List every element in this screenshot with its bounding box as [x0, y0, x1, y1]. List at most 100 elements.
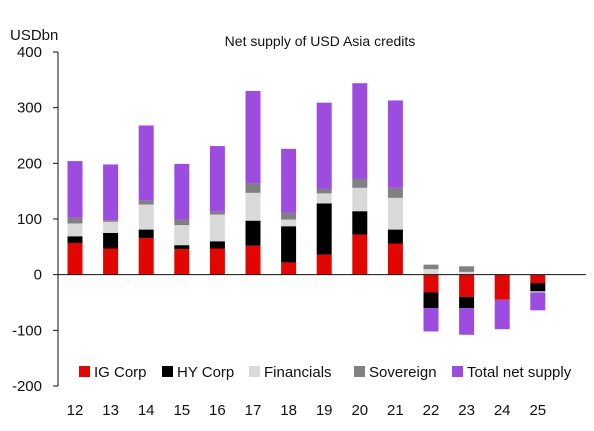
bar-segment-financials [281, 219, 297, 227]
legend-label: Sovereign [369, 364, 437, 381]
legend-label: IG Corp [94, 364, 147, 381]
legend-item-financials: Financials [249, 364, 332, 381]
bar-segment-hy-corp [245, 220, 261, 246]
bar-segment-ig-corp [494, 274, 510, 300]
bars [67, 83, 546, 335]
bar-segment-hy-corp [67, 236, 83, 243]
bar-segment-hy-corp [281, 226, 297, 263]
bar-segment-total-net-supply [387, 100, 403, 188]
legend-swatch [162, 366, 173, 377]
bar-segment-sovereign [459, 266, 475, 272]
bar-segment-total-net-supply [174, 163, 190, 220]
legend-label: Financials [264, 364, 332, 381]
x-tick-label: 18 [280, 402, 297, 419]
y-tick-label: -100 [12, 322, 42, 339]
bar-segment-financials [423, 269, 439, 275]
y-tick-label: 100 [17, 211, 42, 228]
bar-segment-sovereign [245, 183, 261, 193]
bar-segment-sovereign [103, 220, 119, 222]
bar-segment-financials [174, 225, 190, 246]
bar-segment-financials [530, 291, 546, 293]
bar-segment-sovereign [387, 187, 403, 198]
x-tick-label: 16 [209, 402, 226, 419]
bar-segment-sovereign [316, 188, 332, 194]
bar-segment-ig-corp [138, 237, 154, 275]
bar-segment-total-net-supply [352, 83, 368, 179]
bar-segment-ig-corp [530, 274, 546, 284]
x-tick-label: 24 [494, 402, 511, 419]
bar-segment-financials [103, 221, 119, 233]
bar-segment-sovereign [281, 212, 297, 220]
bar-segment-total-net-supply [281, 148, 297, 213]
y-tick-label: 0 [34, 267, 42, 284]
axes: 400 300 200 100 0 -100 -200 [12, 44, 59, 395]
legend-item-hy-corp: HY Corp [162, 364, 234, 381]
bar-segment-total-net-supply [67, 161, 83, 218]
x-tick-label: 12 [67, 402, 84, 419]
bar-segment-ig-corp [459, 274, 475, 297]
bar-segment-hy-corp [530, 283, 546, 292]
bar-segment-hy-corp [316, 203, 332, 255]
x-axis-labels: 12 13 14 15 16 17 18 19 20 21 22 23 24 25 [67, 402, 546, 419]
bar-segment-hy-corp [174, 245, 190, 250]
x-tick-label: 13 [102, 402, 119, 419]
legend-swatch [249, 366, 260, 377]
x-tick-label: 21 [387, 402, 404, 419]
bar-segment-hy-corp [209, 241, 225, 249]
x-tick-label: 23 [458, 402, 475, 419]
bar-segment-sovereign [67, 217, 83, 224]
chart-title: Net supply of USD Asia credits [225, 33, 416, 49]
bar-segment-total-net-supply [423, 308, 439, 332]
y-tick-label: 200 [17, 155, 42, 172]
legend-swatch [452, 366, 463, 377]
bar-segment-total-net-supply [209, 146, 225, 212]
y-tick-label: 400 [17, 44, 42, 61]
bar-segment-total-net-supply [103, 164, 119, 221]
bar-segment-hy-corp [423, 292, 439, 309]
y-axis-unit-label: USDbn [10, 27, 58, 44]
y-tick-label: 300 [17, 100, 42, 117]
bar-segment-sovereign [138, 200, 154, 205]
legend-label: HY Corp [177, 364, 234, 381]
bar-segment-total-net-supply [494, 299, 510, 330]
legend-swatch [354, 366, 365, 377]
bar-segment-financials [138, 204, 154, 230]
bar-segment-sovereign [423, 264, 439, 270]
bar-segment-ig-corp [281, 262, 297, 275]
bar-segment-financials [352, 187, 368, 212]
bar-segment-ig-corp [209, 248, 225, 275]
bar-segment-sovereign [174, 219, 190, 226]
legend-item-ig-corp: IG Corp [79, 364, 147, 381]
bar-segment-financials [67, 223, 83, 237]
x-tick-label: 19 [316, 402, 333, 419]
x-tick-label: 15 [173, 402, 190, 419]
bar-segment-total-net-supply [530, 292, 546, 311]
x-tick-label: 17 [245, 402, 262, 419]
bar-segment-total-net-supply [138, 125, 154, 201]
legend-swatch [79, 366, 90, 377]
bar-segment-ig-corp [387, 243, 403, 275]
bar-segment-hy-corp [352, 211, 368, 235]
bar-segment-hy-corp [103, 232, 119, 249]
bar-segment-financials [245, 192, 261, 221]
bar-segment-financials [387, 197, 403, 230]
bar-segment-ig-corp [352, 234, 368, 275]
legend-label: Total net supply [467, 364, 572, 381]
x-tick-label: 14 [138, 402, 155, 419]
bar-segment-financials [459, 271, 475, 275]
bar-segment-ig-corp [103, 248, 119, 275]
bar-segment-financials [209, 214, 225, 242]
bar-segment-ig-corp [245, 245, 261, 275]
bar-segment-ig-corp [174, 249, 190, 275]
bar-segment-total-net-supply [459, 308, 475, 335]
x-tick-label: 20 [351, 402, 368, 419]
bar-segment-sovereign [209, 211, 225, 215]
bar-segment-total-net-supply [316, 102, 332, 189]
bar-segment-ig-corp [67, 242, 83, 275]
legend-item-total-net-supply: Total net supply [452, 364, 572, 381]
bar-segment-ig-corp [423, 274, 439, 293]
bar-segment-hy-corp [138, 229, 154, 238]
y-tick-label: -200 [12, 378, 42, 395]
x-tick-label: 22 [423, 402, 440, 419]
